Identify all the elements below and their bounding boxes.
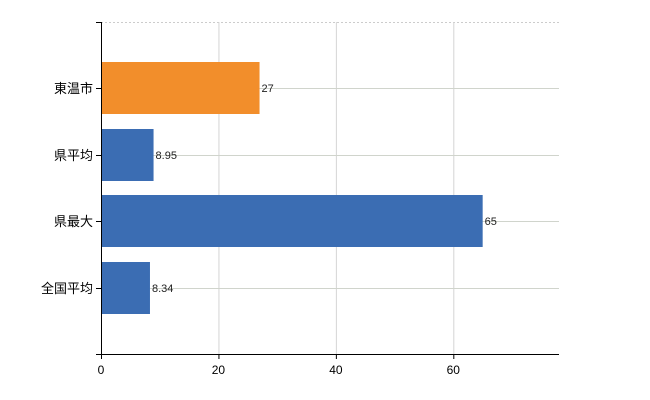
bar-3 [101,262,150,314]
bar-1 [101,129,154,181]
category-label-2: 県最大 [54,214,93,229]
x-tick-label-60: 60 [447,363,461,377]
data-label-1: 8.95 [156,150,177,162]
data-label-2: 65 [485,216,497,228]
category-label-3: 全国平均 [41,281,93,296]
x-tick-label-40: 40 [329,363,343,377]
x-tick-label-0: 0 [98,363,105,377]
bar-2 [101,195,483,247]
x-tick-label-20: 20 [212,363,226,377]
category-label-0: 東温市 [54,81,93,96]
category-label-1: 県平均 [54,148,93,163]
bar-0 [101,62,260,114]
data-label-0: 27 [262,83,274,95]
data-label-3: 8.34 [152,283,173,295]
